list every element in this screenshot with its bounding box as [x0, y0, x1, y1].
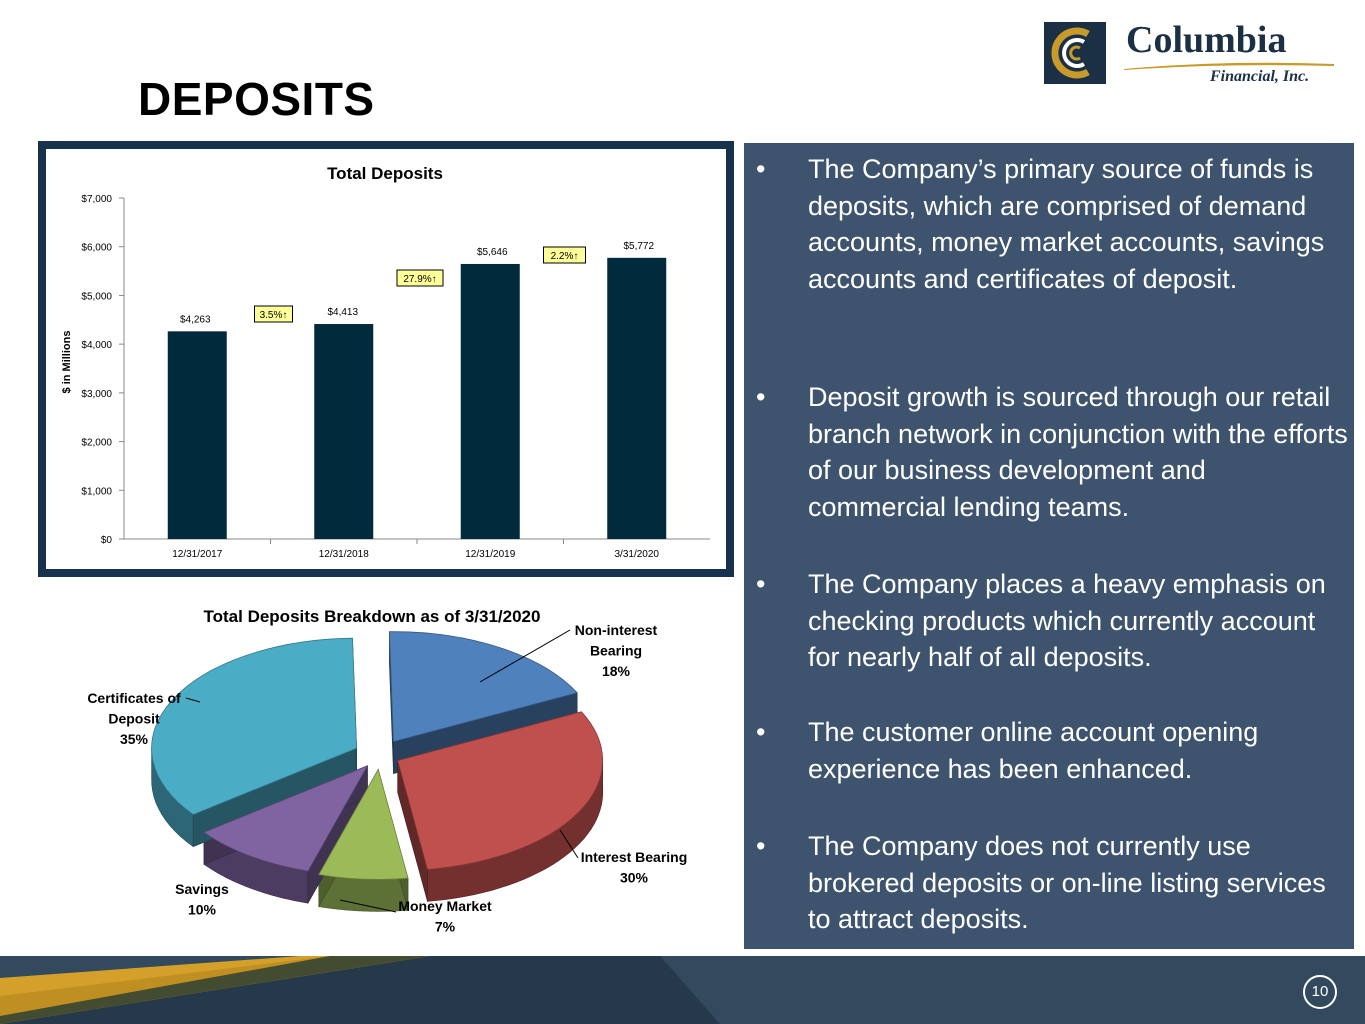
growth-label-box	[543, 246, 586, 264]
pie-slice-percent: 10%	[188, 902, 217, 918]
pie-slice-label: Deposit	[108, 711, 160, 727]
bullet-marker: •	[756, 569, 766, 599]
bar-y-tick-label: $1,000	[81, 486, 112, 497]
bullet-text: Deposit growth is sourced through our re…	[808, 382, 1348, 522]
company-logo: Columbia Financial, Inc.	[1040, 18, 1350, 90]
bar-category-label: 12/31/2019	[465, 549, 515, 560]
pie-leader-line	[339, 899, 397, 913]
deposits-breakdown-pie-chart: Total Deposits Breakdown as of 3/31/2020…	[87, 607, 688, 935]
pie-slice	[388, 631, 578, 743]
bullet-text: The Company does not currently use broke…	[808, 831, 1326, 934]
bar-y-tick-label: $7,000	[81, 194, 112, 205]
pie-slice-label: Certificates of	[87, 690, 181, 706]
bullet-marker: •	[756, 154, 766, 184]
bar-chart-panel: Total Deposits $ in Millions $0 $1,000 $2,…	[46, 149, 726, 569]
pie-slice	[151, 637, 358, 816]
bullet-text: The Company places a heavy emphasis on c…	[808, 569, 1326, 672]
bullet-marker: •	[756, 831, 766, 861]
bar	[314, 324, 374, 539]
footer-band	[0, 956, 1365, 1024]
pie-slice-label: Interest Bearing	[581, 849, 688, 865]
bullet-marker: •	[756, 382, 766, 412]
growth-label-box	[254, 305, 293, 323]
key-points-panel: • The Company’s primary source of funds i…	[744, 143, 1354, 949]
pie-slice	[203, 765, 369, 872]
bar-chart-ylabel: $ in Millions	[61, 331, 73, 394]
pie-slice	[397, 711, 604, 870]
page-number: 10	[1303, 975, 1337, 1009]
growth-label: 27.9%↑	[403, 274, 436, 285]
growth-label-box	[396, 269, 444, 287]
pie-slice	[318, 768, 409, 880]
total-deposits-bar-chart: Total Deposits $ in Millions $0 $1,000 $2,…	[61, 164, 710, 560]
logo-subtitle: Financial, Inc.	[1210, 68, 1310, 85]
pie-slice-percent: 7%	[435, 919, 456, 935]
pie-leader-line	[185, 697, 201, 703]
pie-slice-percent: 30%	[620, 870, 649, 886]
pie-chart-title: Total Deposits Breakdown as of 3/31/2020	[204, 607, 541, 626]
growth-label: 2.2%↑	[551, 251, 579, 262]
logo-swoosh-icon	[1124, 62, 1334, 70]
pie-leader-line	[559, 829, 579, 859]
bar-y-tick-label: $5,000	[81, 291, 112, 302]
bar	[167, 331, 227, 539]
bar-chart-title: Total Deposits	[327, 164, 443, 183]
bar-category-label: 12/31/2017	[172, 549, 222, 560]
bar-y-tick-label: $6,000	[81, 243, 112, 254]
pie-slice-label: Savings	[175, 881, 229, 897]
pie-slice-label: Non-interest	[575, 622, 658, 638]
pie-leader-line	[479, 629, 571, 683]
pie-slice-label: Bearing	[590, 643, 642, 659]
growth-label: 3.5%↑	[260, 310, 288, 321]
pie-slice-label: Money Market	[398, 898, 492, 914]
bar-y-tick-label: $3,000	[81, 389, 112, 400]
bar-value-label: $5,772	[623, 241, 654, 252]
bar-y-tick-label: $2,000	[81, 438, 112, 449]
bar-chart-frame: Total Deposits $ in Millions $0 $1,000 $2,…	[38, 141, 734, 577]
bar-y-tick-label: $0	[101, 535, 113, 546]
page-title: DEPOSITS	[138, 73, 375, 125]
bar	[460, 263, 520, 539]
bullet-text: The customer online account opening expe…	[808, 717, 1259, 784]
bar-y-tick-label: $4,000	[81, 340, 112, 351]
pie-slice-percent: 18%	[602, 663, 631, 679]
logo-emblem-icon	[1044, 22, 1106, 84]
bar-value-label: $5,646	[477, 247, 508, 258]
bar-value-label: $4,263	[180, 314, 211, 325]
bullet-marker: •	[756, 717, 766, 747]
bar-category-label: 3/31/2020	[615, 549, 660, 560]
pie-slice-percent: 35%	[120, 731, 149, 747]
logo-name: Columbia	[1126, 19, 1287, 61]
bullet-text: The Company’s primary source of funds is…	[808, 154, 1325, 294]
bar-category-label: 12/31/2018	[319, 549, 369, 560]
bar	[607, 257, 667, 539]
bar-value-label: $4,413	[327, 307, 358, 318]
